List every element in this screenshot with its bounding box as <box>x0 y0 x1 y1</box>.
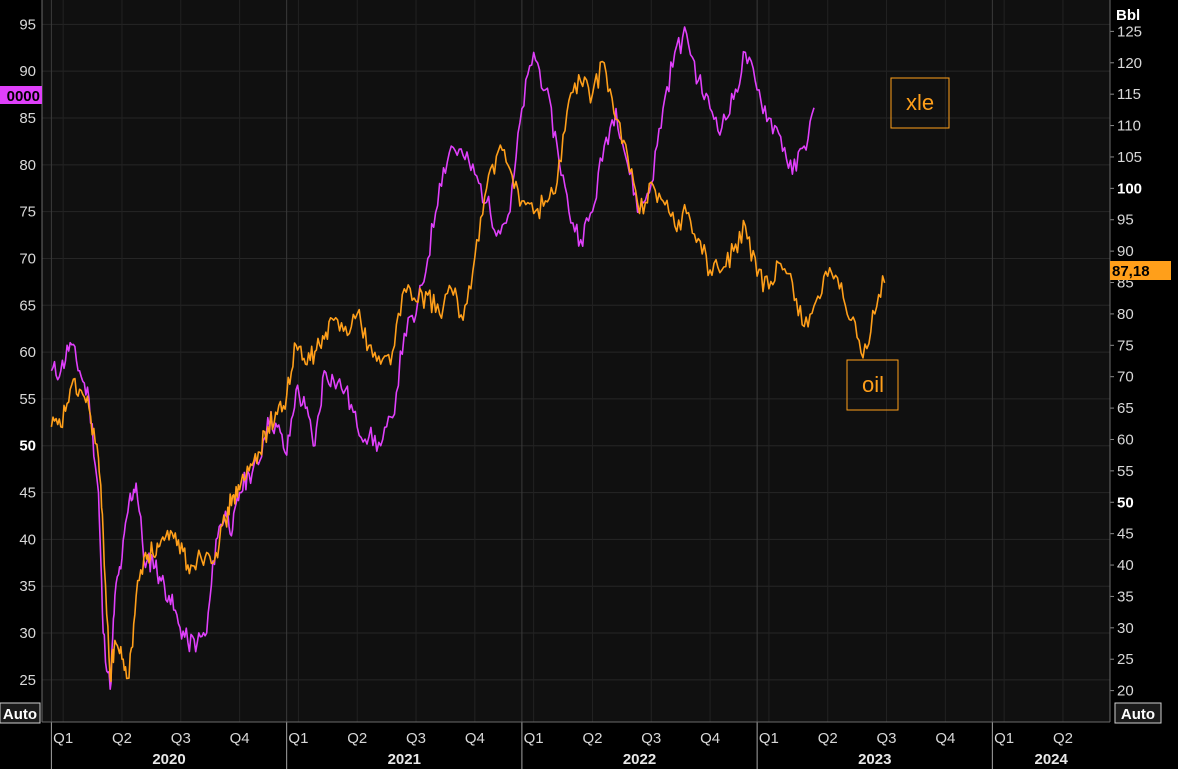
left-tick-label: 90 <box>19 63 36 80</box>
legend-oil-label: oil <box>862 372 884 397</box>
x-axis: Q1 Q2 Q3 Q4 Q1 Q2 Q3 Q4 Q1 Q2 Q3 Q4 Q1 Q2 Q3 Q4 Q1 Q2 2020… <box>53 730 1073 768</box>
right-value-tag: 87,18 <box>1110 261 1171 280</box>
left-axis: 25 30 35 40 45 50 55 60 65 70 75 80 85 90 95 <box>19 16 36 689</box>
right-tick-label: 75 <box>1117 337 1134 354</box>
left-tick-label: 75 <box>19 204 36 221</box>
right-tick-label: 65 <box>1117 400 1134 417</box>
year-label: 2022 <box>623 751 656 768</box>
quarter-label: Q3 <box>406 730 426 747</box>
right-tick-label: 70 <box>1117 369 1134 386</box>
year-label: 2021 <box>388 751 421 768</box>
quarter-label: Q1 <box>524 730 544 747</box>
right-tick-label: 110 <box>1117 118 1141 135</box>
left-tick-label: 80 <box>19 157 36 174</box>
quarter-label: Q1 <box>288 730 308 747</box>
right-tick-label: 20 <box>1117 683 1134 700</box>
left-tick-label: 45 <box>19 485 36 502</box>
year-label: 2023 <box>858 751 891 768</box>
left-tick-label: 25 <box>19 672 36 689</box>
right-tick-label: 45 <box>1117 526 1134 543</box>
quarter-label: Q4 <box>935 730 955 747</box>
right-axis-unit: Bbl <box>1116 7 1140 24</box>
left-tick-label: 70 <box>19 250 36 267</box>
legend-xle-label: xle <box>906 90 934 115</box>
right-tick-label: 95 <box>1117 212 1134 229</box>
left-tick-label: 30 <box>19 625 36 642</box>
left-value-tag: 0000 <box>0 86 42 105</box>
left-tick-label: 50 <box>19 438 36 455</box>
right-auto-label: Auto <box>1121 706 1155 723</box>
right-tick-label: 120 <box>1117 55 1142 72</box>
left-auto-label: Auto <box>3 706 37 723</box>
year-dividers <box>50 0 993 769</box>
quarter-label: Q2 <box>582 730 602 747</box>
year-label: 2024 <box>1035 751 1069 768</box>
left-auto-button[interactable]: Auto <box>0 702 41 724</box>
left-tick-label: 65 <box>19 297 36 314</box>
quarter-label: Q2 <box>347 730 367 747</box>
quarter-label: Q4 <box>700 730 720 747</box>
quarter-label: Q3 <box>877 730 897 747</box>
quarter-label: Q1 <box>759 730 779 747</box>
quarter-label: Q1 <box>53 730 73 747</box>
year-label: 2020 <box>152 751 185 768</box>
plot-area <box>42 0 1110 722</box>
grid <box>42 0 1110 722</box>
legend-oil: oil <box>846 359 899 411</box>
left-tick-label: 95 <box>19 16 36 33</box>
quarter-label: Q3 <box>641 730 661 747</box>
quarter-label: Q3 <box>171 730 191 747</box>
right-value-tag-text: 87,18 <box>1112 263 1150 280</box>
quarter-label: Q2 <box>1053 730 1073 747</box>
left-tick-label: 40 <box>19 531 36 548</box>
left-value-tag-text: 0000 <box>7 88 40 105</box>
quarter-label: Q2 <box>818 730 838 747</box>
right-auto-button[interactable]: Auto <box>1114 702 1162 724</box>
right-tick-label: 105 <box>1117 149 1142 166</box>
left-tick-label: 85 <box>19 110 36 127</box>
right-tick-label: 30 <box>1117 620 1134 637</box>
right-tick-label: 25 <box>1117 651 1134 668</box>
legend-xle: xle <box>890 77 950 129</box>
right-tick-label: 90 <box>1117 243 1134 260</box>
right-tick-label: 100 <box>1117 180 1142 197</box>
right-tick-label: 40 <box>1117 557 1134 574</box>
right-tick-label: 125 <box>1117 23 1142 40</box>
right-tick-label: 55 <box>1117 463 1134 480</box>
series-line-oil <box>50 60 886 683</box>
left-tick-label: 60 <box>19 344 36 361</box>
quarter-label: Q1 <box>994 730 1014 747</box>
right-tick-label: 60 <box>1117 431 1134 448</box>
right-tick-label: 35 <box>1117 588 1134 605</box>
right-tick-label: 80 <box>1117 306 1134 323</box>
quarter-label: Q4 <box>465 730 485 747</box>
right-tick-label: 115 <box>1117 86 1141 103</box>
series-line-xle <box>50 26 815 691</box>
left-tick-label: 55 <box>19 391 36 408</box>
quarter-label: Q2 <box>112 730 132 747</box>
quarter-label: Q4 <box>230 730 250 747</box>
series-lines <box>50 26 886 691</box>
right-tick-label: 50 <box>1117 494 1134 511</box>
left-tick-label: 35 <box>19 578 36 595</box>
